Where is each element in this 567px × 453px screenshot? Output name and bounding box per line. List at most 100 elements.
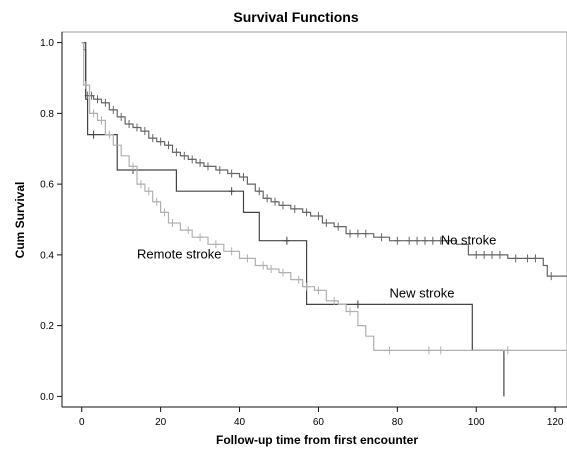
curve-labels: No stroke New stroke Remote stroke — [137, 232, 496, 300]
censor-mark — [181, 151, 188, 160]
censor-mark — [481, 250, 488, 259]
censor-mark — [512, 254, 519, 263]
censor-mark — [489, 250, 496, 259]
x-tick-label: 80 — [392, 417, 404, 428]
censor-mark — [82, 81, 89, 90]
censor-mark — [315, 286, 322, 295]
censor-mark — [197, 233, 204, 242]
y-tick-label: 1.0 — [40, 38, 54, 49]
censor-mark — [110, 105, 117, 114]
censor-mark — [157, 137, 164, 146]
censor-mark — [260, 261, 267, 270]
censor-mark — [303, 282, 310, 291]
censor-mark — [94, 95, 101, 104]
censor-mark — [362, 229, 369, 238]
censor-mark — [279, 201, 286, 210]
censor-mark — [212, 240, 219, 249]
y-tick-label: 0.2 — [40, 321, 54, 332]
y-tick-label: 0.8 — [40, 109, 54, 120]
censor-mark — [133, 123, 140, 132]
curve-label: Remote stroke — [137, 246, 222, 261]
x-tick-label: 60 — [313, 417, 325, 428]
censor-mark — [354, 229, 361, 238]
censor-mark — [141, 127, 148, 136]
censor-mark — [216, 165, 223, 174]
x-tick-label: 20 — [155, 417, 167, 428]
censor-mark — [145, 187, 152, 196]
survival-curves — [81, 42, 567, 397]
censor-mark — [303, 208, 310, 217]
censor-mark — [421, 236, 428, 245]
censor-mark — [335, 222, 342, 231]
censor-mark — [548, 272, 555, 281]
censor-mark — [244, 254, 251, 263]
x-tick-label: 100 — [468, 417, 485, 428]
censor-mark — [406, 236, 413, 245]
censor-mark — [228, 187, 235, 196]
censor-mark — [386, 346, 393, 355]
censor-mark — [98, 116, 105, 125]
censor-mark — [204, 162, 211, 171]
censor-mark — [137, 180, 144, 189]
censor-mark — [240, 173, 247, 182]
censor-mark — [102, 98, 109, 107]
censor-mark — [126, 119, 133, 128]
censor-mark — [165, 141, 172, 150]
x-axis-label: Follow-up time from first encounter — [216, 433, 418, 447]
y-tick-label: 0.4 — [40, 250, 54, 261]
censor-mark — [197, 158, 204, 167]
censor-mark — [118, 112, 125, 121]
censor-mark — [169, 219, 176, 228]
series-no-stroke — [81, 42, 567, 281]
censor-mark — [153, 197, 160, 206]
censor-mark — [504, 346, 511, 355]
censor-mark — [149, 134, 156, 143]
censor-mark — [256, 187, 263, 196]
y-tick-label: 0.6 — [40, 180, 54, 191]
censor-mark — [414, 236, 421, 245]
y-ticks: 0.0 0.2 0.4 0.6 0.8 1.0 — [40, 38, 62, 403]
x-tick-label: 0 — [79, 417, 85, 428]
curve-label: No stroke — [441, 232, 497, 247]
censor-mark — [279, 268, 286, 277]
series-line-new-stroke — [81, 42, 505, 397]
censor-mark — [437, 236, 444, 245]
censor-mark — [295, 275, 302, 284]
x-ticks: 0 20 40 60 80 100 120 — [79, 407, 564, 428]
censor-mark — [161, 208, 168, 217]
series-new-stroke — [81, 42, 505, 397]
censor-mark — [272, 197, 279, 206]
censor-mark — [323, 219, 330, 228]
censor-mark — [445, 236, 452, 245]
censor-mark — [429, 236, 436, 245]
censor-mark — [394, 236, 401, 245]
censor-mark — [228, 169, 235, 178]
censor-mark — [425, 346, 432, 355]
censor-mark — [106, 130, 113, 139]
censor-mark — [437, 346, 444, 355]
censor-mark — [473, 250, 480, 259]
chart-title: Survival Functions — [233, 9, 358, 25]
censor-mark — [524, 254, 531, 263]
x-tick-label: 120 — [547, 417, 564, 428]
censor-mark — [378, 233, 385, 242]
x-tick-label: 40 — [234, 417, 246, 428]
censor-mark — [185, 226, 192, 235]
censor-mark — [90, 130, 97, 139]
censor-mark — [264, 194, 271, 203]
censor-mark — [532, 254, 539, 263]
censor-mark — [347, 307, 354, 316]
y-tick-label: 0.0 — [40, 392, 54, 403]
y-axis-label: Cum Survival — [13, 182, 27, 259]
censor-mark — [90, 109, 97, 118]
censor-mark — [130, 162, 137, 171]
censor-mark — [354, 300, 361, 309]
censor-mark — [268, 265, 275, 274]
censor-mark — [173, 148, 180, 157]
series-remote-stroke — [81, 42, 567, 355]
censor-mark — [283, 236, 290, 245]
censor-mark — [315, 211, 322, 220]
series-line-remote-stroke — [81, 42, 567, 351]
censor-mark — [331, 296, 338, 305]
